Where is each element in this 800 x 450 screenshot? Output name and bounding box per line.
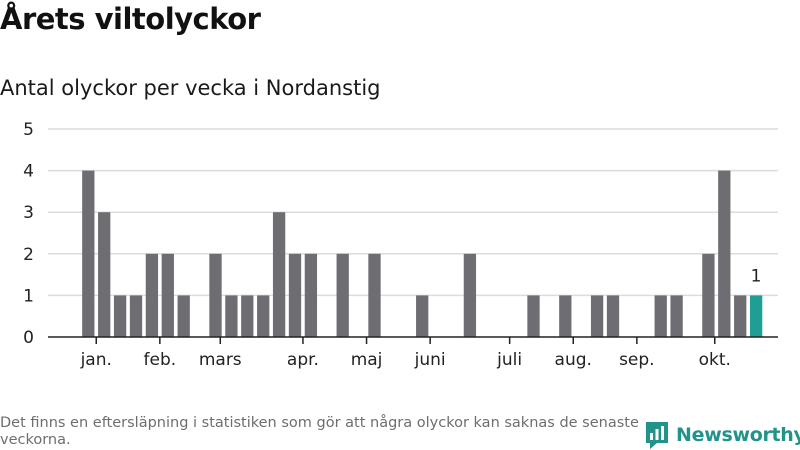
bar (225, 295, 238, 337)
y-tick-label: 0 (23, 328, 34, 348)
bar (177, 295, 190, 337)
y-tick-label: 1 (23, 286, 34, 306)
y-tick-label: 2 (23, 245, 34, 265)
brand-logo: Newsworthy (644, 420, 800, 450)
bar (463, 253, 477, 337)
x-tick-label: apr. (287, 350, 319, 370)
bars (82, 170, 763, 337)
bar (368, 253, 381, 337)
x-tick-label: juni (414, 350, 446, 370)
bar (606, 295, 620, 337)
chart-title: Årets viltolyckor (0, 2, 261, 36)
x-axis-ticks: jan. feb. mars apr. maj juni juli aug. sep. okt. (80, 337, 731, 370)
bar (527, 295, 540, 337)
bar (288, 253, 302, 337)
bar-highlight (749, 295, 763, 337)
bar (590, 295, 604, 337)
bar (670, 295, 683, 337)
x-tick-label: okt. (699, 350, 731, 370)
x-tick-label: maj (351, 350, 383, 370)
x-tick-label: juli (496, 350, 522, 370)
bar (304, 253, 318, 337)
x-tick-label: feb. (144, 350, 177, 370)
newsworthy-logo-icon (646, 422, 668, 449)
bar (654, 295, 667, 337)
y-tick-label: 3 (23, 203, 34, 223)
y-tick-label: 5 (23, 120, 34, 140)
bar (145, 253, 159, 337)
bar-chart: 0 1 2 3 4 5 jan. feb. mars apr. maj juni juli aug. se… (23, 120, 778, 370)
bar (161, 253, 174, 337)
bar (702, 253, 715, 337)
bar (98, 212, 111, 337)
chart-subtitle: Antal olyckor per vecka i Nordanstig (0, 76, 381, 100)
bar (113, 295, 127, 337)
x-tick-label: aug. (555, 350, 592, 370)
bar (257, 295, 270, 337)
bar (559, 295, 572, 337)
x-tick-label: sep. (619, 350, 655, 370)
footnote: Det finns en eftersläpning i statistiken… (0, 415, 639, 448)
bar (82, 170, 95, 337)
bar (129, 295, 143, 337)
bar (336, 253, 349, 337)
bar (718, 170, 731, 337)
bar (209, 253, 222, 337)
bar (734, 295, 747, 337)
highlight-value-label: 1 (751, 266, 762, 286)
y-tick-label: 4 (23, 162, 34, 182)
x-tick-label: jan. (80, 350, 112, 370)
data-labels: 1 (751, 266, 762, 286)
y-axis-ticks: 0 1 2 3 4 5 (23, 120, 34, 348)
brand-name: Newsworthy (676, 424, 800, 446)
bar (416, 295, 429, 337)
bar (272, 212, 286, 337)
x-tick-label: mars (199, 350, 242, 370)
bar (241, 295, 254, 337)
